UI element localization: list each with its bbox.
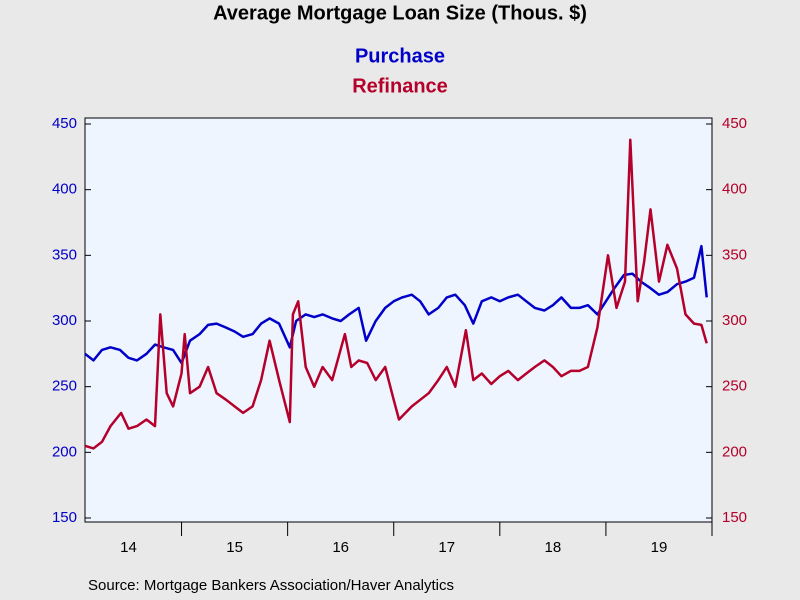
y2-tick-label: 150 (722, 509, 747, 526)
y2-tick-label: 250 (722, 378, 747, 395)
y-tick-label: 250 (52, 378, 77, 395)
plot-area (84, 117, 713, 523)
y2-tick-label: 200 (722, 443, 747, 460)
legend-entry: Refinance (352, 75, 448, 97)
y-tick-label: 150 (52, 509, 77, 526)
y-tick-label: 300 (52, 312, 77, 329)
x-tick-label: 14 (120, 539, 137, 556)
x-tick-label: 18 (545, 539, 562, 556)
legend-entry: Purchase (355, 45, 445, 67)
chart-title: Average Mortgage Loan Size (Thous. $) (213, 2, 587, 24)
x-tick-label: 17 (438, 539, 455, 556)
line-series (84, 244, 708, 365)
y2-tick-label: 450 (722, 115, 747, 132)
y-tick-label: 200 (52, 443, 77, 460)
source: Source: Mortgage Bankers Association/Hav… (88, 577, 454, 594)
y2-tick-label: 300 (722, 312, 747, 329)
y-tick-label: 450 (52, 115, 77, 132)
y2-tick-label: 350 (722, 246, 747, 263)
x-tick-label: 15 (226, 539, 243, 556)
x-tick-label: 19 (651, 539, 668, 556)
y-tick-label: 350 (52, 246, 77, 263)
y-tick-label: 400 (52, 181, 77, 198)
y2-tick-label: 400 (722, 181, 747, 198)
x-tick-label: 16 (332, 539, 349, 556)
line-series (84, 138, 708, 450)
